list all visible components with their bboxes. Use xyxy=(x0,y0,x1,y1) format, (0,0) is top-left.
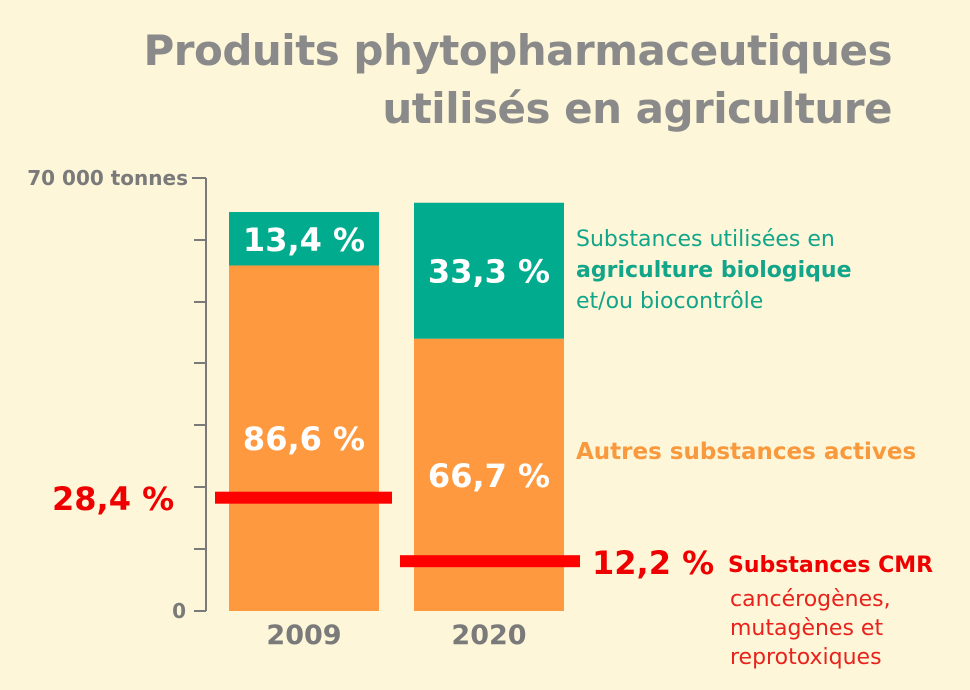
bars: 86,6 % 13,4 % 66,7 % 33,3 % xyxy=(229,202,564,611)
bar-bio-2020 xyxy=(414,202,564,339)
legend-bio: Substances utilisées en agriculture biol… xyxy=(576,224,852,317)
y-axis: 70 000 tonnes 0 xyxy=(27,166,207,623)
legend-bio-line-1: Substances utilisées en xyxy=(576,227,835,252)
legend-other-substances: Autres substances actives xyxy=(576,439,917,465)
bar-label-other-2020: 66,7 % xyxy=(428,457,550,495)
bar-label-bio-2009: 13,4 % xyxy=(243,221,365,259)
legend-cmr-title: Substances CMR xyxy=(728,553,934,578)
bar-label-other-2009: 86,6 % xyxy=(243,420,365,458)
chart-title: Produits phytopharmaceutiques utilisés e… xyxy=(143,22,892,138)
bar-bio-2009 xyxy=(229,212,379,266)
y-axis-zero-label: 0 xyxy=(172,599,186,623)
x-axis-label-2009: 2009 xyxy=(266,620,341,651)
cmr-marker-2020 xyxy=(400,555,580,568)
cmr-share-2009-label: 28,4 % xyxy=(52,480,175,518)
cmr-share-2020-label: 12,2 % xyxy=(592,544,715,582)
legend-cmr-line-3: reprotoxiques xyxy=(730,645,882,670)
chart-title-line-2: utilisés en agriculture xyxy=(382,84,892,133)
legend-bio-line-3: et/ou biocontrôle xyxy=(576,289,764,314)
bar-other-2009 xyxy=(229,265,379,611)
bar-label-bio-2020: 33,3 % xyxy=(428,253,550,291)
x-axis-labels: 2009 2020 xyxy=(266,620,526,651)
x-axis-label-2020: 2020 xyxy=(451,620,526,651)
legend-cmr-line-1: cancérogènes, xyxy=(730,587,891,612)
cmr-marker-2009 xyxy=(215,491,392,504)
legend-cmr-line-2: mutagènes et xyxy=(730,616,884,641)
cmr-markers xyxy=(215,491,580,568)
chart-title-line-1: Produits phytopharmaceutiques xyxy=(143,26,892,75)
legend-bio-line-2: agriculture biologique xyxy=(576,258,852,283)
y-axis-max-label: 70 000 tonnes xyxy=(27,166,188,190)
legend-cmr-description: cancérogènes, mutagènes et reprotoxiques xyxy=(730,585,891,672)
